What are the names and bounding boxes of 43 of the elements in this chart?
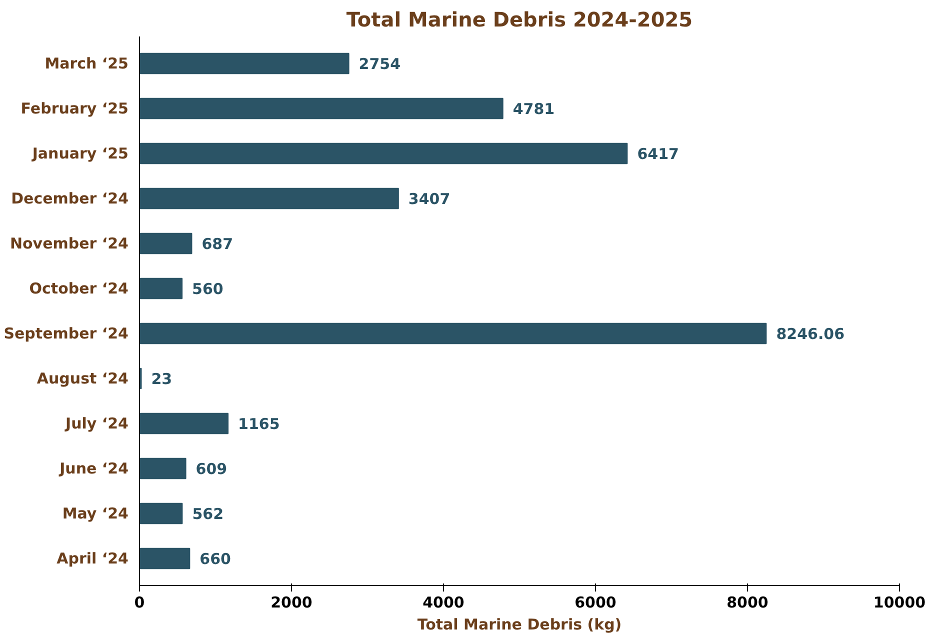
y-tick-label: May ‘24 bbox=[62, 504, 129, 522]
y-tick-label: June ‘24 bbox=[58, 460, 128, 478]
bar bbox=[140, 52, 350, 74]
y-tick-label: August ‘24 bbox=[36, 370, 129, 388]
bar bbox=[140, 232, 192, 254]
y-tick-label: April ‘24 bbox=[56, 550, 129, 568]
bar bbox=[140, 458, 186, 480]
bar bbox=[140, 188, 399, 210]
y-tick-label: December ‘24 bbox=[11, 190, 128, 208]
data-label: 23 bbox=[151, 370, 172, 388]
x-tick-label: 4000 bbox=[422, 594, 464, 612]
x-tick-label: 6000 bbox=[574, 594, 616, 612]
y-tick-label: November ‘24 bbox=[10, 234, 129, 252]
x-tick-label: 2000 bbox=[270, 594, 312, 612]
data-label: 562 bbox=[192, 505, 224, 523]
data-label: 609 bbox=[196, 460, 228, 478]
data-label: 8246.06 bbox=[776, 325, 845, 343]
chart-title: Total Marine Debris 2024-2025 bbox=[346, 8, 693, 32]
data-label: 560 bbox=[192, 280, 224, 298]
data-label: 4781 bbox=[512, 100, 555, 118]
data-label: 3407 bbox=[408, 190, 450, 208]
bar bbox=[140, 412, 229, 434]
data-label: 687 bbox=[202, 235, 234, 253]
bar bbox=[140, 322, 767, 344]
data-label: 1165 bbox=[238, 415, 280, 433]
y-tick-label: September ‘24 bbox=[4, 324, 129, 342]
x-tick-label: 10000 bbox=[873, 594, 926, 612]
bar bbox=[140, 142, 628, 164]
bar bbox=[140, 278, 183, 300]
x-axis-title: Total Marine Debris (kg) bbox=[417, 616, 622, 634]
bar bbox=[140, 98, 504, 120]
bar bbox=[140, 548, 190, 570]
data-label: 6417 bbox=[637, 145, 679, 163]
y-tick-label: February ‘25 bbox=[20, 100, 128, 118]
data-label: 2754 bbox=[358, 55, 401, 73]
bar bbox=[140, 502, 183, 524]
x-tick-label: 0 bbox=[134, 594, 145, 612]
y-tick-label: January ‘25 bbox=[31, 144, 129, 162]
y-tick-label: October ‘24 bbox=[29, 280, 129, 298]
y-tick-label: July ‘24 bbox=[64, 414, 129, 432]
y-tick-label: March ‘25 bbox=[44, 54, 128, 72]
x-tick-label: 8000 bbox=[726, 594, 768, 612]
data-label: 660 bbox=[200, 550, 231, 568]
